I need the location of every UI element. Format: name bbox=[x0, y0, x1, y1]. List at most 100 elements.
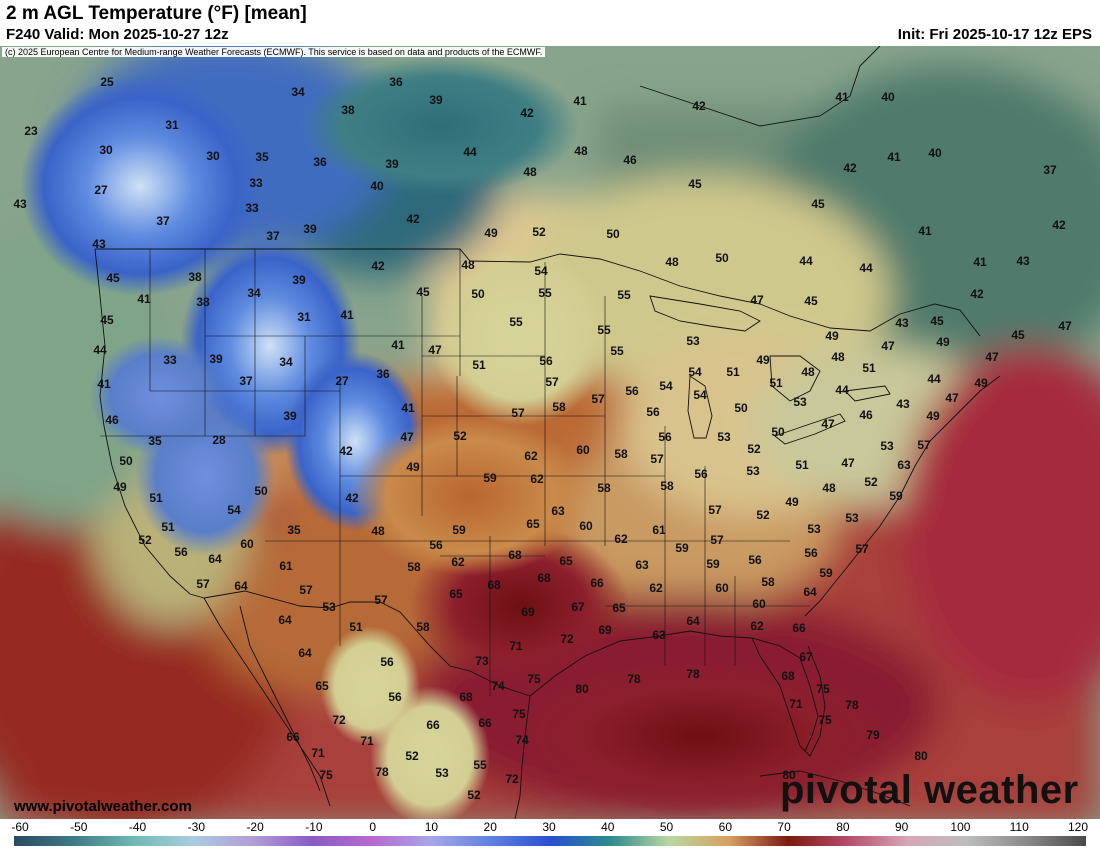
temperature-label: 49 bbox=[113, 480, 127, 494]
temperature-label: 27 bbox=[335, 374, 349, 388]
temperature-label: 52 bbox=[756, 508, 770, 522]
temperature-label: 51 bbox=[795, 458, 809, 472]
temperature-label: 48 bbox=[574, 144, 588, 158]
temperature-label: 56 bbox=[388, 690, 402, 704]
warm-region-plains bbox=[350, 416, 590, 576]
temperature-label: 57 bbox=[545, 375, 559, 389]
temperature-label: 58 bbox=[761, 575, 775, 589]
temperature-label: 45 bbox=[416, 285, 430, 299]
temperature-label: 37 bbox=[1043, 163, 1057, 177]
temperature-label: 56 bbox=[658, 430, 672, 444]
lake-ontario bbox=[844, 385, 891, 402]
temperature-label: 57 bbox=[650, 452, 664, 466]
map-header: 2 m AGL Temperature (°F) [mean] F240 Val… bbox=[0, 0, 1100, 46]
east-coast bbox=[804, 375, 1001, 617]
temperature-label: 75 bbox=[512, 707, 526, 721]
temperature-label: 75 bbox=[319, 768, 333, 782]
temperature-label: 72 bbox=[560, 632, 574, 646]
temperature-label: 56 bbox=[174, 545, 188, 559]
colorbar: -60 -50 -40 -30 -20 -10 0 10 20 30 40 50 60 70 80 90 100… bbox=[0, 819, 1100, 850]
temperature-label: 49 bbox=[926, 409, 940, 423]
temperature-label: 62 bbox=[530, 472, 544, 486]
temperature-label: 41 bbox=[887, 150, 901, 164]
temperature-label: 36 bbox=[313, 155, 327, 169]
temperature-label: 42 bbox=[345, 491, 359, 505]
temperature-label: 51 bbox=[161, 520, 175, 534]
temperature-label: 63 bbox=[635, 558, 649, 572]
temperature-label: 61 bbox=[279, 559, 293, 573]
temperature-label: 41 bbox=[918, 224, 932, 238]
temperature-label: 54 bbox=[688, 365, 702, 379]
temperature-label: 48 bbox=[665, 255, 679, 269]
temperature-label: 68 bbox=[487, 578, 501, 592]
temperature-label: 80 bbox=[914, 749, 928, 763]
temperature-label: 41 bbox=[835, 90, 849, 104]
temperature-label: 78 bbox=[845, 698, 859, 712]
temperature-label: 51 bbox=[726, 365, 740, 379]
temperature-label: 49 bbox=[974, 376, 988, 390]
colorbar-tick: 110 bbox=[1009, 820, 1029, 834]
temperature-label: 42 bbox=[371, 259, 385, 273]
temperature-label: 49 bbox=[785, 495, 799, 509]
temperature-label: 34 bbox=[279, 355, 293, 369]
temperature-label: 41 bbox=[573, 94, 587, 108]
temperature-label: 52 bbox=[453, 429, 467, 443]
temperature-label: 68 bbox=[508, 548, 522, 562]
temperature-label: 25 bbox=[100, 75, 114, 89]
temperature-label: 52 bbox=[747, 442, 761, 456]
colorbar-tick: 30 bbox=[542, 820, 556, 834]
temperature-label: 43 bbox=[895, 316, 909, 330]
temperature-label: 34 bbox=[291, 85, 305, 99]
temperature-label: 34 bbox=[247, 286, 261, 300]
temperature-label: 42 bbox=[1052, 218, 1066, 232]
hudson-bay-coast bbox=[639, 46, 881, 127]
temperature-label: 51 bbox=[472, 358, 486, 372]
cuba bbox=[759, 770, 911, 807]
temperature-label: 47 bbox=[428, 343, 442, 357]
temperature-label: 36 bbox=[376, 367, 390, 381]
temperature-label: 64 bbox=[803, 585, 817, 599]
temperature-label: 57 bbox=[917, 438, 931, 452]
temperature-label: 33 bbox=[163, 353, 177, 367]
temperature-label: 60 bbox=[579, 519, 593, 533]
temperature-label: 57 bbox=[299, 583, 313, 597]
temperature-label: 60 bbox=[715, 581, 729, 595]
temperature-label: 35 bbox=[148, 434, 162, 448]
temperature-label: 75 bbox=[818, 713, 832, 727]
temperature-label: 47 bbox=[945, 391, 959, 405]
temperature-label: 62 bbox=[524, 449, 538, 463]
temperature-label: 62 bbox=[750, 619, 764, 633]
temperature-label: 62 bbox=[451, 555, 465, 569]
website-link[interactable]: www.pivotalweather.com bbox=[14, 798, 192, 815]
temperature-label: 41 bbox=[97, 377, 111, 391]
temperature-label: 44 bbox=[859, 261, 873, 275]
temperature-label: 39 bbox=[292, 273, 306, 287]
temperature-label: 71 bbox=[509, 639, 523, 653]
temperature-label: 71 bbox=[360, 734, 374, 748]
temperature-label: 39 bbox=[303, 222, 317, 236]
temperature-label: 35 bbox=[255, 150, 269, 164]
colorbar-tick: 10 bbox=[424, 820, 439, 834]
temperature-label: 41 bbox=[973, 255, 987, 269]
temperature-label: 68 bbox=[537, 571, 551, 585]
temperature-label: 53 bbox=[686, 334, 700, 348]
temperature-label: 42 bbox=[520, 106, 534, 120]
temperature-label: 42 bbox=[692, 99, 706, 113]
temperature-label: 27 bbox=[94, 183, 108, 197]
colorbar-tick: -60 bbox=[11, 820, 29, 834]
temperature-label: 48 bbox=[523, 165, 537, 179]
temperature-label: 42 bbox=[843, 161, 857, 175]
temperature-label: 50 bbox=[119, 454, 133, 468]
temperature-label: 62 bbox=[614, 532, 628, 546]
colorbar-tick: 120 bbox=[1067, 820, 1089, 834]
temperature-label: 58 bbox=[552, 400, 566, 414]
colorbar-tick: 20 bbox=[483, 820, 497, 834]
baja-peninsula bbox=[239, 605, 321, 792]
temperature-label: 66 bbox=[286, 730, 300, 744]
temperature-label: 47 bbox=[881, 339, 895, 353]
temperature-label: 42 bbox=[406, 212, 420, 226]
temperature-label: 71 bbox=[311, 746, 325, 760]
temperature-label: 45 bbox=[688, 177, 702, 191]
temperature-label: 53 bbox=[807, 522, 821, 536]
temperature-label: 48 bbox=[822, 481, 836, 495]
